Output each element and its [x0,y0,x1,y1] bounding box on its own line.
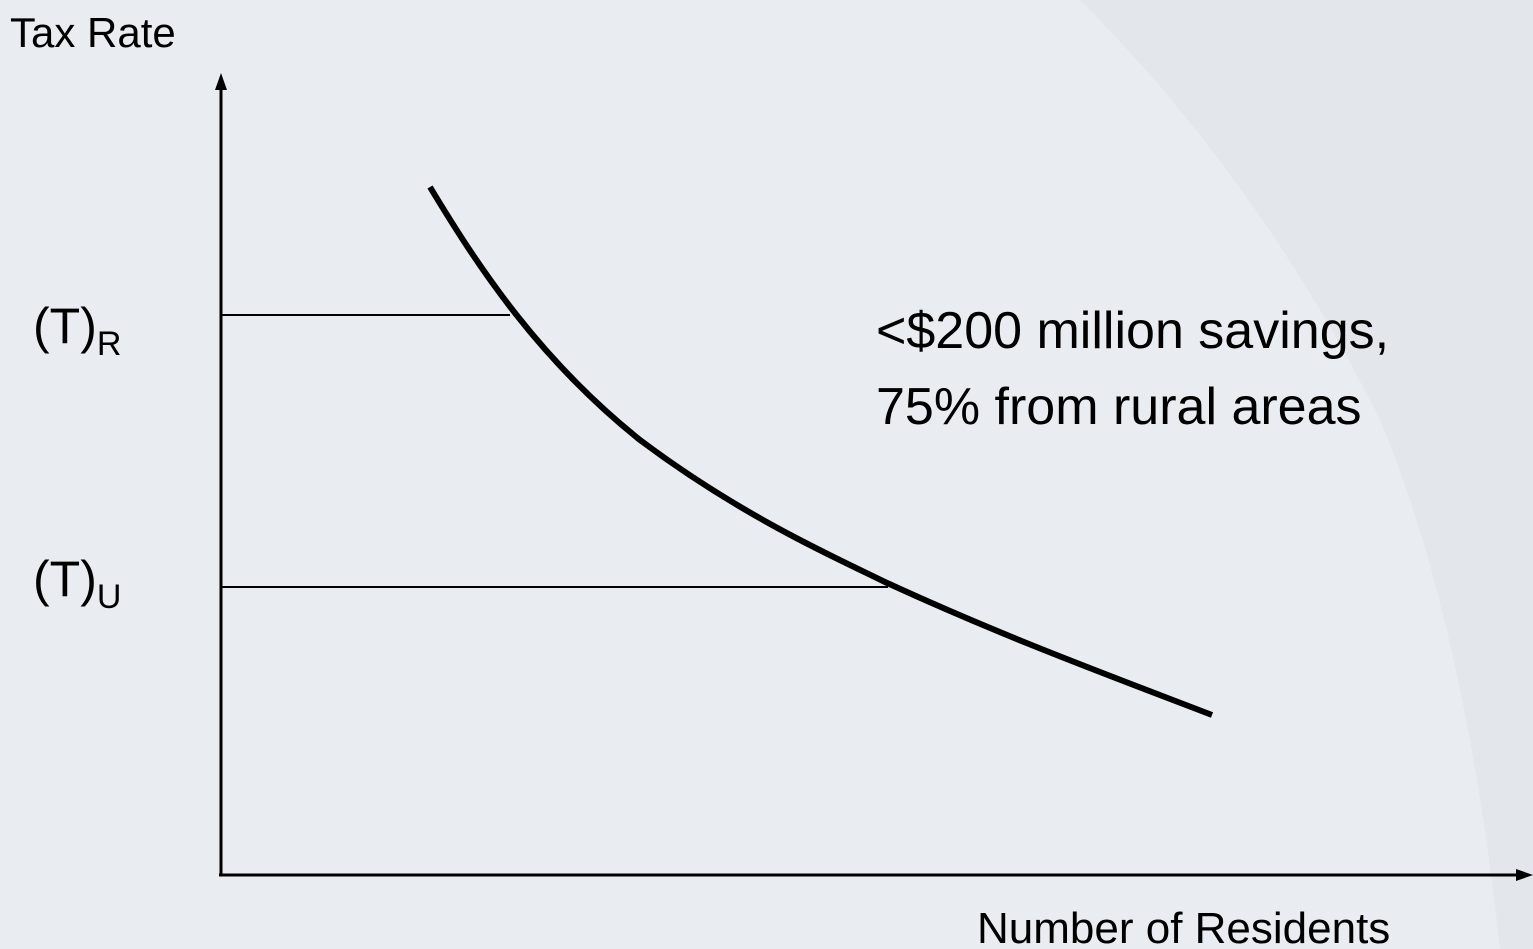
y-axis-label: Tax Rate [10,9,176,56]
y-axis-arrow [215,73,227,90]
level-subscript: U [97,578,122,616]
level-label: (T)R [33,298,121,363]
x-axis-arrow [1516,869,1533,881]
annotation: 75% from rural areas [876,378,1362,436]
x-axis-label: Number of Residents [977,904,1390,949]
annotation: <$200 million savings, [876,302,1389,360]
level-label: (T)U [33,551,121,616]
level-base: (T) [33,551,97,607]
level-base: (T) [33,298,97,354]
watermark [1080,0,1533,949]
curve [427,185,1214,718]
level-subscript: R [97,325,122,363]
